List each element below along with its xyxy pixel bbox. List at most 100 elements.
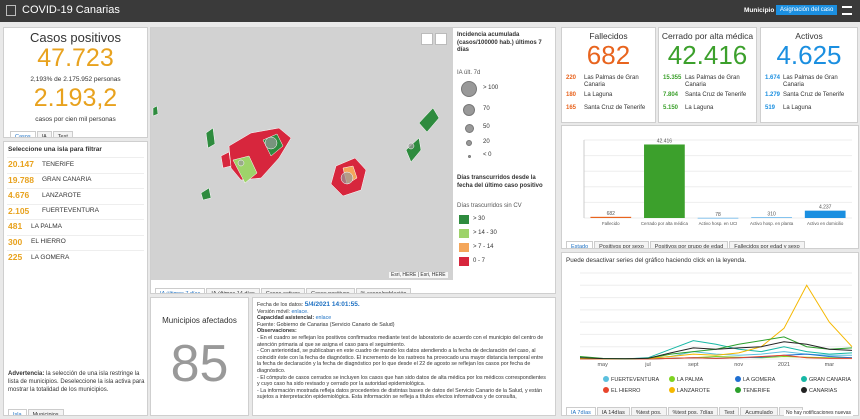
island-warning: Advertencia: la selección de una isla re… <box>8 370 145 394</box>
map-home-btn[interactable] <box>421 33 433 45</box>
legend-label[interactable]: LA GOMERA <box>743 377 776 383</box>
tab[interactable]: IA 14días <box>596 407 630 415</box>
notes-heading: Observaciones: <box>257 328 297 335</box>
legend-label[interactable]: FUERTEVENTURA <box>611 377 660 383</box>
ia-bubble <box>407 142 415 150</box>
map-legend: Incidencia acumulada (casos/100000 hab.)… <box>455 30 555 280</box>
tab[interactable]: %test pos. 7días <box>667 407 719 415</box>
tab-bar: IA 7días IA 14días %test pos. %test pos. 7d… <box>566 401 804 415</box>
bar-category-label: Fallecido <box>602 221 620 226</box>
kpi-item-name: La Laguna <box>783 105 812 111</box>
tab[interactable]: Casos positivos <box>306 288 355 293</box>
bar <box>644 144 685 218</box>
size-swatch <box>463 104 475 116</box>
trend-chart: may jul sept nov 2021 mar FUERTEVENTURA LA PALM… <box>579 272 853 394</box>
map-attribution: Esri, HERE | Esri, HERE <box>389 272 448 278</box>
island-count[interactable]: 2.105 <box>8 205 30 216</box>
kpi-item-name: Santa Cruz de Tenerife <box>685 92 747 98</box>
island-row-sep <box>7 188 144 189</box>
cases-rate-label: casos por cien mil personas <box>35 116 116 123</box>
island-name[interactable]: GRAN CANARIA <box>42 176 92 183</box>
tab[interactable]: Fallecidos por edad y sexo <box>729 241 805 248</box>
cases-total: 47.723 <box>37 44 114 72</box>
case-button[interactable]: Asignación del caso <box>776 5 838 15</box>
size-label: 70 <box>483 106 490 112</box>
island-row-sep <box>7 234 144 236</box>
header-bar: COVID-19 Canarias Municipio Asignación d… <box>0 0 860 22</box>
island-count[interactable]: 300 <box>8 236 23 247</box>
legend-swatch <box>603 376 609 382</box>
island-row-sep <box>7 219 144 220</box>
tab[interactable]: Casos activos <box>260 288 306 293</box>
bar-value-label: 682 <box>607 211 616 217</box>
size-swatch <box>467 154 471 158</box>
kpi-item-name: La Laguna <box>685 105 714 111</box>
cases-panel: Casos positivos 47.723 2,193% de 2.175.952… <box>3 27 148 138</box>
bar-value-label: 4.237 <box>819 205 832 211</box>
island-name[interactable]: TENERIFE <box>42 160 75 168</box>
island-shape <box>205 127 216 149</box>
tab[interactable]: %test pos. <box>630 407 667 415</box>
legend-label[interactable]: CANARIAS <box>809 388 837 394</box>
kpi-value: 42.416 <box>667 40 748 70</box>
days-swatch <box>459 229 469 238</box>
note-field: Versión móvil: enlace. <box>257 309 547 316</box>
tab[interactable]: IA últimos 14 días <box>206 288 260 293</box>
legend-label[interactable]: GRAN CANARIA <box>809 377 851 383</box>
tab[interactable]: Positivos por grupo de edad <box>649 241 729 248</box>
bar-category-label: Activo en domicilio <box>807 221 844 226</box>
size-label: 50 <box>483 124 490 130</box>
island-name[interactable]: EL HIERRO <box>31 238 66 245</box>
warning-label: Advertencia: <box>8 371 45 377</box>
tab[interactable]: Casos <box>10 131 36 137</box>
kpi-item-value: 5.150 <box>663 105 679 111</box>
legend-label[interactable]: TENERIFE <box>743 388 771 394</box>
kpi-title: Activos <box>795 31 823 41</box>
tab[interactable]: IA últimos 7 días <box>155 288 206 293</box>
kpi-item-value: 15.355 <box>663 75 682 81</box>
status-panel: 682 Fallecido 42.416 Cerrado por alta médic… <box>561 125 859 249</box>
cases-title: Casos positivos <box>29 30 122 45</box>
island-name[interactable]: LA PALMA <box>31 222 62 230</box>
municipalities-title: Municipios afectados <box>162 316 237 325</box>
note-value[interactable]: enlace. <box>291 308 309 315</box>
x-tick-label: 2021 <box>778 362 790 368</box>
tab-bar: Casos IA Test <box>10 125 74 137</box>
tab[interactable]: Test <box>719 407 740 415</box>
legend-label[interactable]: EL HIERRO <box>611 388 641 394</box>
tab[interactable]: IA <box>36 131 52 137</box>
bar <box>751 217 792 218</box>
ia-bubble <box>340 171 354 185</box>
island-count[interactable]: 225 <box>8 252 23 262</box>
size-swatch <box>461 81 477 97</box>
island-name[interactable]: FUERTEVENTURA <box>42 207 99 214</box>
tab[interactable]: % casos/población <box>355 288 412 293</box>
island-count[interactable]: 19.788 <box>8 174 34 185</box>
kpi-item-value: 220 <box>566 75 577 81</box>
island-count[interactable]: 20.147 <box>8 159 34 169</box>
island-name[interactable]: LANZAROTE <box>42 191 82 199</box>
tab[interactable]: IA 7días <box>566 407 596 415</box>
island-count[interactable]: 4.676 <box>8 190 30 200</box>
legend-swatch <box>669 376 675 382</box>
tab[interactable]: Isla <box>8 409 27 415</box>
map <box>151 28 453 280</box>
note-value: 5/4/2021 14:01:55. <box>304 301 360 308</box>
app-icon <box>6 5 16 16</box>
note-value[interactable]: enlace <box>315 315 332 322</box>
legend-swatch <box>735 376 741 382</box>
tab[interactable]: Test <box>52 131 73 137</box>
legend-label[interactable]: LANZAROTE <box>677 388 710 394</box>
tab[interactable]: Municipios <box>27 409 64 415</box>
tab[interactable]: Positivos por sexo <box>594 241 649 248</box>
legend-label[interactable]: LA PALMA <box>677 377 704 383</box>
island-count[interactable]: 481 <box>8 221 23 231</box>
menu-icon[interactable] <box>842 6 852 15</box>
legend-title: Incidencia acumulada (casos/100000 hab.)… <box>457 32 542 53</box>
island-name[interactable]: LA GOMERA <box>31 253 70 261</box>
tab[interactable]: Estado <box>566 241 594 248</box>
size-swatch <box>466 140 472 146</box>
map-layers-btn[interactable] <box>435 33 447 45</box>
kpi-item-name: Las Palmas de Gran Canaria <box>783 75 838 88</box>
tab[interactable]: Acumulado <box>740 407 778 415</box>
